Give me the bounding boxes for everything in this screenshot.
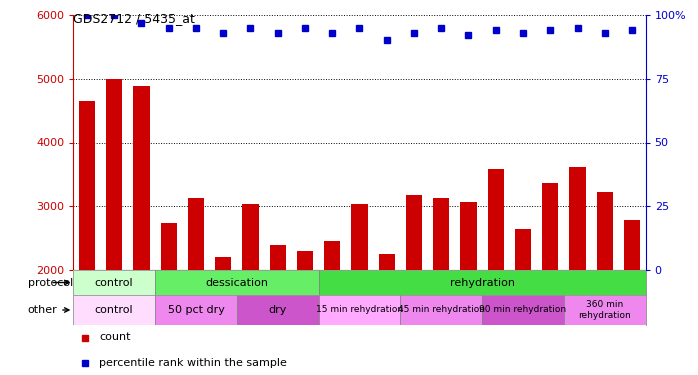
- Bar: [433, 198, 450, 270]
- Text: protocol: protocol: [27, 278, 73, 288]
- Bar: [318, 295, 401, 325]
- Text: GDS2712 / 5435_at: GDS2712 / 5435_at: [73, 12, 195, 25]
- Bar: [515, 228, 531, 270]
- Text: count: count: [99, 333, 131, 342]
- Text: 15 min rehydration: 15 min rehydration: [316, 306, 403, 315]
- Bar: [155, 270, 318, 295]
- Text: 50 pct dry: 50 pct dry: [168, 305, 224, 315]
- Bar: [155, 295, 237, 325]
- Bar: [161, 224, 177, 270]
- Bar: [106, 79, 122, 270]
- Bar: [351, 204, 368, 270]
- Bar: [564, 295, 646, 325]
- Bar: [73, 295, 155, 325]
- Bar: [73, 270, 155, 295]
- Bar: [570, 167, 586, 270]
- Bar: [318, 270, 646, 295]
- Bar: [297, 251, 313, 270]
- Bar: [624, 220, 640, 270]
- Bar: [378, 254, 395, 270]
- Bar: [269, 245, 286, 270]
- Bar: [242, 204, 259, 270]
- Text: percentile rank within the sample: percentile rank within the sample: [99, 357, 287, 368]
- Bar: [542, 183, 558, 270]
- Bar: [406, 195, 422, 270]
- Bar: [401, 295, 482, 325]
- Text: other: other: [27, 305, 69, 315]
- Bar: [488, 169, 504, 270]
- Text: 45 min rehydration: 45 min rehydration: [398, 306, 484, 315]
- Bar: [188, 198, 204, 270]
- Text: rehydration: rehydration: [450, 278, 514, 288]
- Bar: [215, 256, 231, 270]
- Text: control: control: [95, 305, 133, 315]
- Text: control: control: [95, 278, 133, 288]
- Bar: [324, 241, 341, 270]
- Text: dry: dry: [269, 305, 287, 315]
- Text: dessication: dessication: [205, 278, 268, 288]
- Bar: [133, 86, 149, 270]
- Bar: [79, 101, 95, 270]
- Bar: [597, 192, 613, 270]
- Bar: [482, 295, 564, 325]
- Bar: [460, 202, 477, 270]
- Text: 360 min
rehydration: 360 min rehydration: [579, 300, 631, 320]
- Bar: [237, 295, 318, 325]
- Text: 90 min rehydration: 90 min rehydration: [480, 306, 567, 315]
